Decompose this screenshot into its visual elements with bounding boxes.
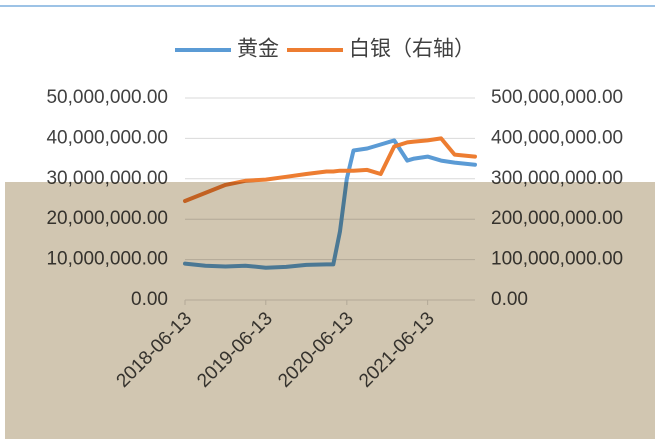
y2-tick-label: 400,000,000.00 <box>491 127 623 148</box>
y2-tick-label: 500,000,000.00 <box>491 87 623 108</box>
selection-overlay <box>5 182 655 439</box>
legend-label: 黄金 <box>237 38 279 61</box>
series-line <box>183 136 477 203</box>
y-tick-label: 50,000,000.00 <box>46 87 168 108</box>
legend-label: 白银（右轴） <box>349 38 475 61</box>
y-tick-label: 40,000,000.00 <box>46 127 168 148</box>
